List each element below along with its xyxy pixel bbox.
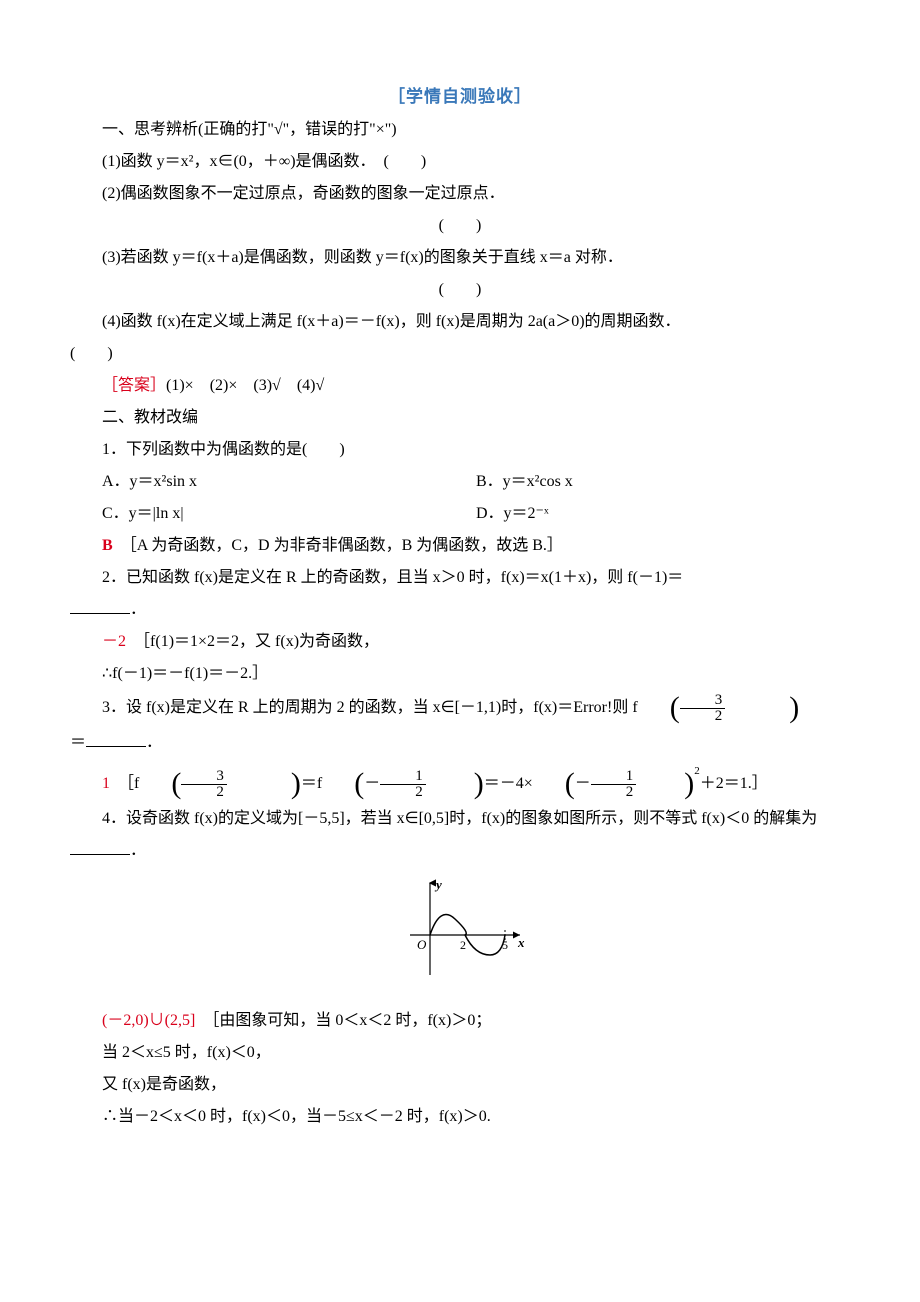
section2-heading: 二、教材改编 bbox=[70, 402, 850, 434]
problem-1-question: 1．下列函数中为偶函数的是( ) bbox=[70, 434, 850, 466]
p2-exp1: ［f(1)＝1×2＝2，又 f(x)为奇函数， bbox=[142, 633, 379, 650]
paren-left-icon-2: ( bbox=[139, 769, 181, 799]
question-3: (3)若函数 y＝f(x＋a)是偶函数，则函数 y＝f(x)的图象关于直线 x＝… bbox=[70, 242, 850, 274]
option-d: D．y＝2⁻ˣ bbox=[476, 498, 850, 530]
p4-text: 4．设奇函数 f(x)的定义域为[－5,5]，若当 x∈[0,5]时，f(x)的… bbox=[102, 810, 817, 827]
graph-svg: O 2 5 x y bbox=[390, 875, 530, 985]
frac-1-2-a: 12 bbox=[380, 769, 426, 800]
error-text: Error! bbox=[573, 699, 612, 716]
paren-left-icon-4: ( bbox=[533, 769, 575, 799]
p2-text: 2．已知函数 f(x)是定义在 R 上的奇函数，且当 x＞0 时，f(x)＝x(… bbox=[102, 569, 683, 586]
answer-label: ［答案］ bbox=[102, 377, 166, 394]
p3-text-a: 3．设 f(x)是定义在 R 上的周期为 2 的函数，当 x∈[－1,1)时，f… bbox=[102, 699, 573, 716]
problem-2-question: 2．已知函数 f(x)是定义在 R 上的奇函数，且当 x＞0 时，f(x)＝x(… bbox=[70, 562, 850, 594]
problem-3-answer: 1 ［f(32 )＝f(－12 )＝－4×(－12 )2＋2＝1.］ bbox=[70, 759, 850, 803]
svg-text:2: 2 bbox=[460, 938, 466, 952]
q3-blank: ( ) bbox=[70, 274, 850, 306]
p4-exp1: ［由图象可知，当 0＜x＜2 时，f(x)＞0； bbox=[211, 1012, 491, 1029]
function-graph: O 2 5 x y bbox=[70, 875, 850, 997]
svg-text:y: y bbox=[434, 877, 442, 892]
option-a: A．y＝x²sin x bbox=[102, 466, 476, 498]
p3-key: 1 bbox=[102, 775, 110, 792]
option-c: C．y＝|ln x| bbox=[102, 498, 476, 530]
q4-text: (4)函数 f(x)在定义域上满足 f(x＋a)＝－f(x)，则 f(x)是周期… bbox=[102, 313, 681, 330]
svg-text:O: O bbox=[417, 937, 427, 952]
q1-text: (1)函数 y＝x²，x∈(0，＋∞)是偶函数． bbox=[102, 153, 368, 170]
frac-3-2-b: 32 bbox=[181, 769, 227, 800]
p3-text-b: 则 f bbox=[612, 699, 637, 716]
question-4: (4)函数 f(x)在定义域上满足 f(x＋a)＝－f(x)，则 f(x)是周期… bbox=[70, 306, 850, 370]
problem-4-answer: (－2,0)∪(2,5] ［由图象可知，当 0＜x＜2 时，f(x)＞0； bbox=[70, 1005, 850, 1037]
paren-left-icon: ( bbox=[638, 693, 680, 723]
p2-key: －2 bbox=[102, 633, 126, 650]
p1-explanation: ［A 为奇函数，C，D 为非奇非偶函数，B 为偶函数，故选 B.］ bbox=[129, 537, 563, 554]
question-2: (2)偶函数图象不一定过原点，奇函数的图象一定过原点． bbox=[70, 178, 850, 210]
svg-text:5: 5 bbox=[502, 938, 508, 952]
problem-1-answer: B ［A 为奇函数，C，D 为非奇非偶函数，B 为偶函数，故选 B.］ bbox=[70, 530, 850, 562]
option-b: B．y＝x²cos x bbox=[476, 466, 850, 498]
page-title: ［学情自测验收］ bbox=[70, 80, 850, 114]
paren-right-icon-4: ) bbox=[652, 769, 694, 799]
paren-right-icon-3: ) bbox=[442, 769, 484, 799]
answers-text: (1)× (2)× (3)√ (4)√ bbox=[166, 377, 324, 394]
problem-2-exp2: ∴f(－1)＝－f(1)＝－2.］ bbox=[70, 658, 850, 690]
problem-1-options-row1: A．y＝x²sin x B．y＝x²cos x bbox=[70, 466, 850, 498]
question-1: (1)函数 y＝x²，x∈(0，＋∞)是偶函数． ( ) bbox=[70, 146, 850, 178]
paren-left-icon-3: ( bbox=[322, 769, 364, 799]
paren-right-icon: ) bbox=[757, 693, 799, 723]
problem-4-exp4: ∴当－2＜x＜0 时，f(x)＜0，当－5≤x＜－2 时，f(x)＞0. bbox=[70, 1101, 850, 1133]
paren-right-icon-2: ) bbox=[259, 769, 301, 799]
problem-4-question: 4．设奇函数 f(x)的定义域为[－5,5]，若当 x∈[0,5]时，f(x)的… bbox=[70, 803, 850, 867]
problem-2-answer: －2 ［f(1)＝1×2＝2，又 f(x)为奇函数， bbox=[70, 626, 850, 658]
problem-4-exp3: 又 f(x)是奇函数， bbox=[70, 1069, 850, 1101]
svg-text:x: x bbox=[517, 935, 525, 950]
q2-blank: ( ) bbox=[70, 210, 850, 242]
problem-4-exp2: 当 2＜x≤5 时，f(x)＜0， bbox=[70, 1037, 850, 1069]
frac-3-over-2: 32 bbox=[680, 693, 726, 724]
problem-3-blank: ＝． bbox=[70, 727, 850, 759]
problem-3-question: 3．设 f(x)是定义在 R 上的周期为 2 的函数，当 x∈[－1,1)时，f… bbox=[70, 690, 850, 727]
answer-line: ［答案］(1)× (2)× (3)√ (4)√ bbox=[70, 370, 850, 402]
p4-key: (－2,0)∪(2,5] bbox=[102, 1012, 195, 1029]
problem-2-blank: ． bbox=[70, 594, 850, 626]
frac-1-2-b: 12 bbox=[591, 769, 637, 800]
section1-heading: 一、思考辨析(正确的打"√"，错误的打"×") bbox=[70, 114, 850, 146]
p1-key: B bbox=[102, 537, 113, 554]
problem-1-options-row2: C．y＝|ln x| D．y＝2⁻ˣ bbox=[70, 498, 850, 530]
